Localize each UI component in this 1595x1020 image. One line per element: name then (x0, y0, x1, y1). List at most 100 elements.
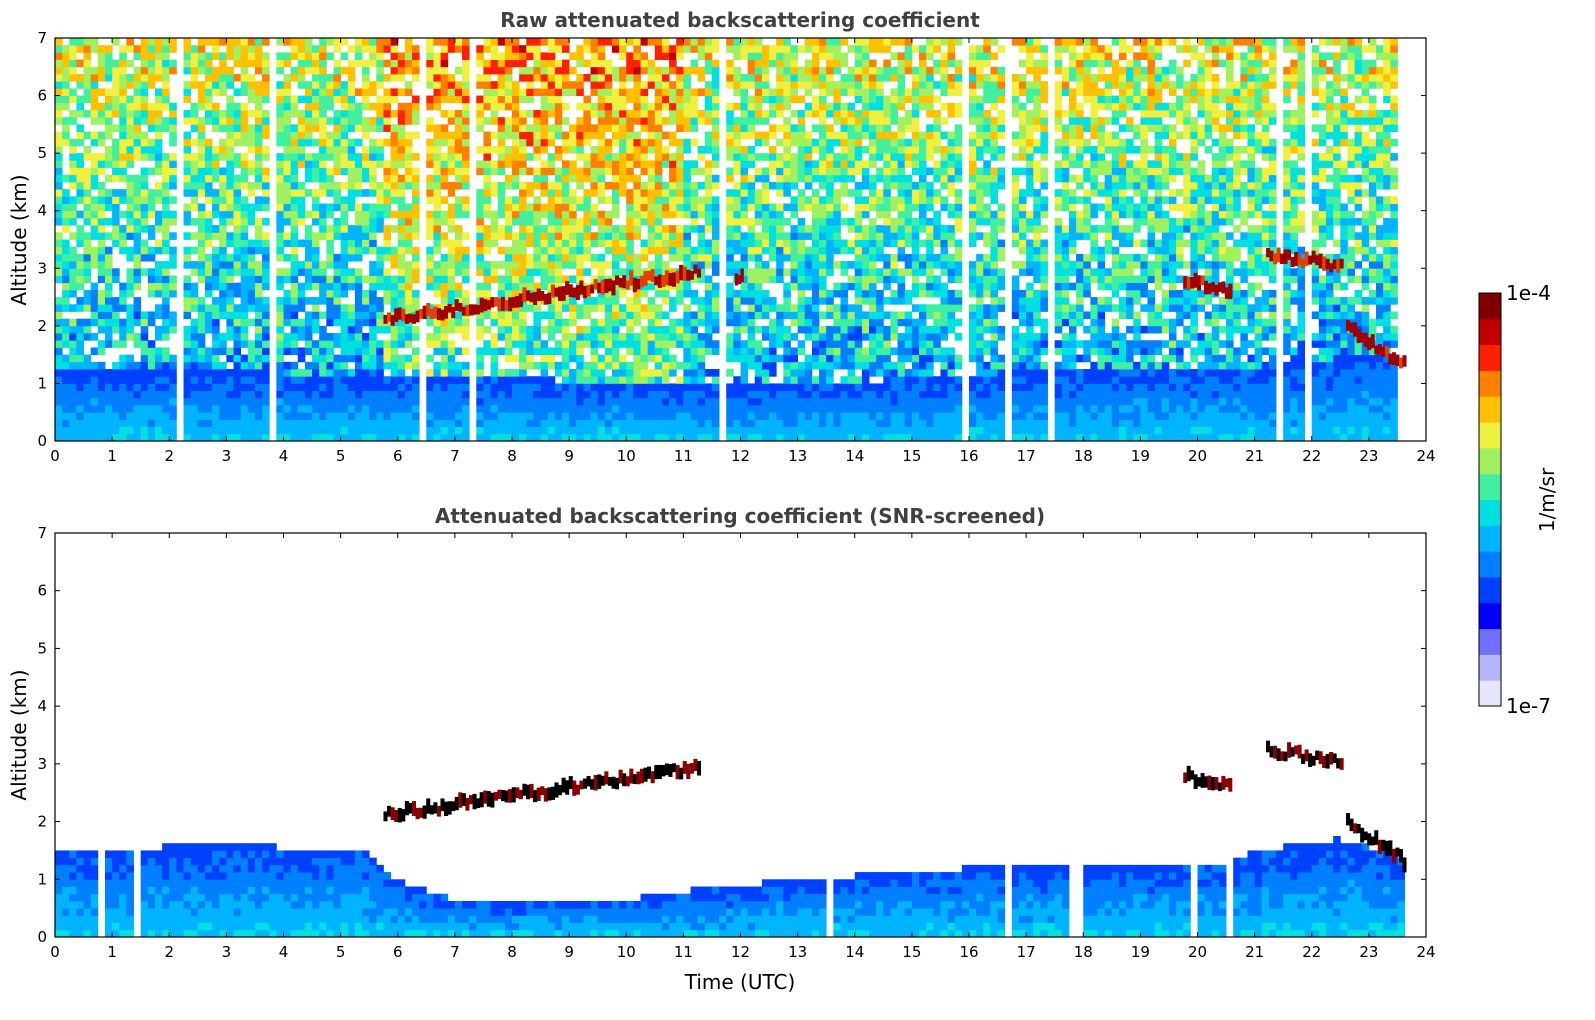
heatmap-cell (761, 52, 770, 60)
heatmap-cell (683, 109, 691, 118)
heatmap-cell (490, 361, 499, 370)
heatmap-cell (619, 160, 627, 168)
heatmap-cell (497, 412, 506, 420)
heatmap-cell (533, 246, 541, 255)
heatmap-cell (304, 124, 313, 132)
heatmap-cell (676, 282, 684, 291)
heatmap-cell (140, 196, 149, 204)
heatmap-cell (326, 405, 334, 413)
heatmap-cell (340, 95, 349, 104)
heatmap-cell (212, 268, 220, 276)
heatmap-cell (169, 376, 177, 384)
heatmap-cell (611, 203, 620, 212)
heatmap-cell (340, 153, 349, 161)
heatmap-cell (754, 210, 763, 219)
heatmap-cell (97, 405, 106, 413)
heatmap-cell (383, 109, 392, 118)
heatmap-cell (112, 225, 120, 233)
heatmap-cell (262, 318, 270, 327)
heatmap-cell (76, 174, 84, 183)
heatmap-cell (826, 268, 834, 276)
heatmap-cell (183, 167, 192, 176)
heatmap-cell (104, 318, 113, 327)
heatmap-cell (204, 268, 213, 276)
heatmap-cell (561, 261, 570, 269)
heatmap-cell (633, 88, 641, 96)
heatmap-cell (761, 397, 770, 406)
heatmap-cell (533, 253, 541, 262)
heatmap-cell (490, 419, 499, 428)
heatmap-cell (119, 109, 127, 118)
heatmap-cell (462, 38, 470, 46)
heatmap-cell (447, 275, 456, 284)
heatmap-cell (790, 73, 799, 82)
heatmap-cell (426, 405, 434, 413)
heatmap-cell (55, 369, 63, 377)
heatmap-cell (797, 253, 806, 262)
heatmap-cell (811, 361, 820, 370)
heatmap-cell (654, 390, 663, 399)
heatmap-cell (333, 181, 342, 190)
heatmap-cell (654, 145, 663, 154)
heatmap-cell (354, 376, 363, 384)
heatmap-cell (690, 117, 699, 125)
heatmap-cell (104, 117, 113, 125)
heatmap-cell (547, 433, 556, 442)
heatmap-cell (597, 167, 606, 176)
heatmap-cell (569, 246, 577, 255)
heatmap-cell (397, 268, 406, 276)
heatmap-cell (633, 369, 641, 377)
heatmap-cell (354, 232, 363, 240)
heatmap-cell (747, 318, 756, 327)
heatmap-cell (233, 239, 242, 248)
heatmap-cell (483, 210, 491, 219)
heatmap-cell (290, 426, 299, 435)
heatmap-cell (390, 275, 399, 284)
heatmap-cell (454, 383, 463, 392)
heatmap-cell (640, 167, 649, 176)
heatmap-cell (369, 45, 377, 53)
heatmap-cell (383, 232, 392, 240)
heatmap-cell (362, 311, 370, 320)
heatmap-cell (797, 397, 806, 406)
heatmap-cell (704, 275, 713, 284)
heatmap-cell (55, 376, 63, 384)
heatmap-cell (319, 419, 327, 428)
heatmap-cell (576, 369, 584, 377)
heatmap-cell (583, 153, 591, 161)
heatmap-cell (104, 325, 113, 334)
heatmap-cell (711, 232, 720, 240)
heatmap-cell (697, 196, 706, 204)
heatmap-cell (197, 333, 206, 341)
heatmap-cell (162, 275, 170, 284)
heatmap-cell (112, 160, 120, 168)
heatmap-cell (547, 412, 556, 420)
heatmap-cell (290, 383, 299, 392)
heatmap-cell (333, 275, 342, 284)
heatmap-cell (333, 369, 342, 377)
heatmap-cell (554, 304, 563, 312)
heatmap-cell (519, 419, 527, 428)
heatmap-cell (483, 138, 491, 147)
heatmap-cell (804, 282, 813, 291)
heatmap-cell (233, 311, 242, 320)
heatmap-cell (412, 289, 420, 298)
heatmap-cell (654, 167, 663, 176)
heatmap-cell (462, 376, 470, 384)
heatmap-cell (376, 275, 384, 284)
heatmap-cell (233, 109, 242, 118)
heatmap-cell (554, 131, 563, 140)
heatmap-cell (433, 73, 441, 82)
heatmap-cell (647, 203, 656, 212)
heatmap-cell (69, 153, 77, 161)
heatmap-cell (312, 397, 320, 406)
heatmap-cell (690, 95, 699, 104)
heatmap-cell (783, 347, 791, 356)
heatmap-cell (55, 419, 63, 428)
heatmap-cell (254, 261, 263, 269)
heatmap-cell (283, 405, 292, 413)
heatmap-cell (376, 38, 384, 46)
heatmap-cell (212, 311, 220, 320)
heatmap-cell (104, 203, 113, 212)
heatmap-cell (569, 297, 577, 305)
